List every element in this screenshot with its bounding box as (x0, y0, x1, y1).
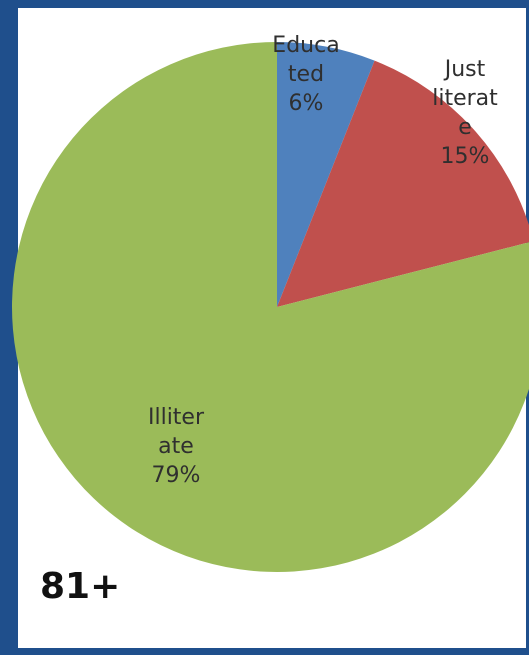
pie-slice-educated (277, 42, 375, 307)
pie-slice-illiterate (12, 42, 529, 572)
slice-label-illiterate: Illiter ate 79% (148, 405, 205, 488)
slice-label-just-literate: Just literat e 15% (432, 57, 498, 169)
slice-label-educated: Educa ted 6% (272, 33, 339, 116)
pie-slice-just-literate (277, 60, 529, 307)
age-group-label: 81+ (40, 566, 121, 607)
